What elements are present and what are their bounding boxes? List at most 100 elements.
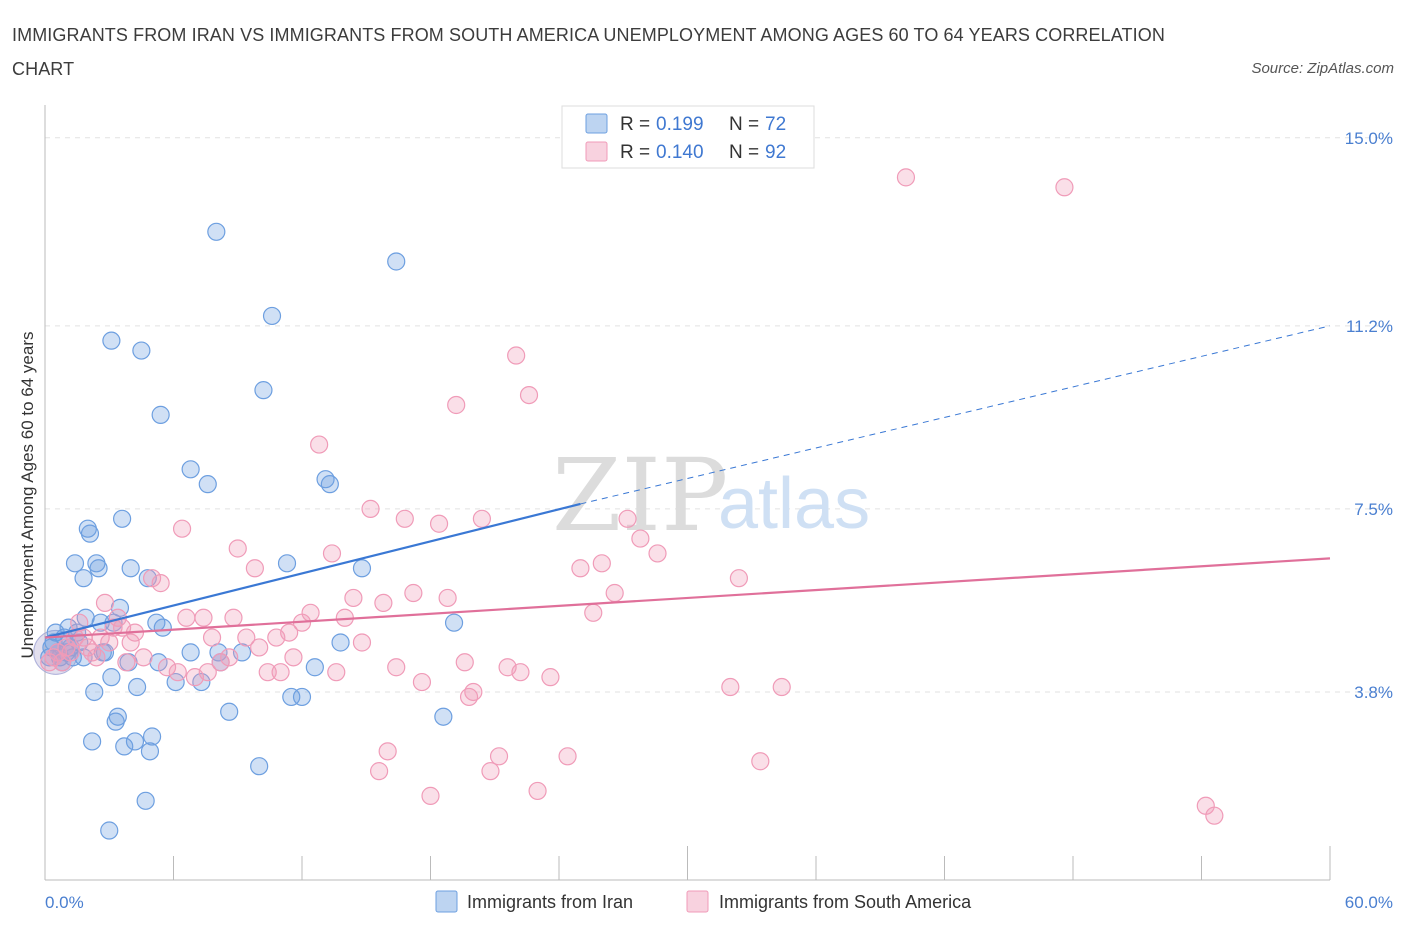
y-tick-label: 11.2% — [1346, 317, 1393, 336]
legend-n-label-south-america: N = — [729, 142, 759, 163]
point-south-america — [387, 658, 406, 677]
point-south-america — [618, 509, 637, 528]
point-south-america — [211, 653, 230, 672]
point-south-america — [117, 653, 136, 672]
point-iran — [250, 757, 269, 776]
y-tick-label: 15.0% — [1345, 129, 1393, 148]
x-tick-label-min: 0.0% — [45, 893, 84, 912]
bottom-legend-swatch-south-america — [686, 890, 709, 913]
point-south-america — [571, 559, 590, 578]
point-south-america — [194, 608, 213, 627]
point-south-america — [87, 648, 106, 667]
point-iran — [83, 732, 102, 751]
point-south-america — [395, 509, 414, 528]
point-south-america — [220, 648, 239, 667]
point-iran — [89, 559, 108, 578]
point-south-america — [721, 677, 740, 697]
point-south-america — [1055, 178, 1074, 197]
point-south-america — [151, 574, 170, 593]
point-iran — [136, 791, 155, 810]
x-tick-label-max: 60.0% — [1345, 893, 1393, 912]
point-south-america — [142, 569, 162, 588]
point-iran — [100, 821, 119, 840]
point-south-america — [528, 781, 547, 801]
point-iran — [127, 677, 147, 697]
point-south-america — [202, 628, 222, 647]
point-iran — [140, 742, 160, 761]
chart-source: Source: ZipAtlas.com — [1251, 60, 1394, 77]
bottom-legend-label-south-america: Immigrants from South America — [719, 892, 972, 912]
point-south-america — [429, 514, 449, 533]
point-iran — [80, 524, 100, 543]
point-south-america — [134, 648, 153, 667]
point-south-america — [519, 385, 539, 405]
point-iran — [121, 559, 140, 578]
chart-title: IMMIGRANTS FROM IRAN VS IMMIGRANTS FROM … — [12, 25, 1165, 79]
point-iran — [108, 707, 127, 726]
point-south-america — [301, 603, 320, 622]
point-south-america — [322, 544, 342, 563]
point-south-america — [472, 509, 491, 528]
point-iran — [254, 381, 273, 400]
point-south-america — [327, 663, 346, 682]
series-legend: Immigrants from Iran Immigrants from Sou… — [435, 890, 972, 913]
point-iran — [74, 569, 93, 588]
point-south-america — [271, 663, 290, 682]
grid-lines — [45, 137, 1392, 693]
point-south-america — [228, 539, 247, 558]
y-tick-label: 3.8% — [1354, 683, 1393, 702]
point-south-america — [344, 588, 363, 608]
point-south-america — [511, 663, 530, 682]
point-south-america — [310, 435, 329, 454]
bottom-legend-swatch-iran — [435, 890, 458, 913]
legend-r-label-iran: R = — [620, 114, 650, 135]
point-south-america — [459, 687, 479, 707]
point-iran — [142, 727, 162, 746]
watermark-atlas: atlas — [718, 464, 870, 544]
point-south-america — [751, 752, 770, 771]
point-south-america — [224, 608, 243, 627]
point-south-america — [121, 633, 140, 652]
point-iran — [95, 643, 115, 662]
point-south-america — [1205, 806, 1224, 825]
point-south-america — [481, 762, 500, 781]
legend-r-value-iran: 0.199 — [656, 114, 704, 135]
data-points — [33, 168, 1224, 840]
point-south-america — [404, 583, 423, 603]
legend-n-value-south-america: 92 — [765, 142, 786, 163]
point-south-america — [48, 643, 67, 662]
point-south-america — [584, 603, 603, 622]
trend-line-iran-extrapolated — [580, 325, 1331, 505]
legend-n-label-iran: N = — [729, 114, 759, 135]
point-south-america — [374, 593, 393, 613]
point-iran — [115, 737, 134, 756]
point-south-america — [447, 395, 466, 415]
point-south-america — [772, 677, 791, 697]
point-iran — [331, 633, 350, 652]
y-tick-labels: 3.8% 7.5% 11.2% 15.0% — [1345, 129, 1393, 702]
point-south-america — [237, 628, 256, 647]
point-iran — [277, 554, 297, 573]
point-iran — [320, 475, 339, 494]
y-axis-title: Unemployment Among Ages 60 to 64 years — [18, 332, 37, 659]
point-south-america — [245, 559, 264, 578]
point-iran — [181, 643, 200, 662]
point-south-america — [605, 583, 624, 603]
point-south-america — [168, 663, 187, 682]
point-iran — [198, 475, 217, 494]
point-iran — [181, 460, 200, 479]
correlation-legend: R = 0.199 N = 72 R = 0.140 N = 92 — [561, 105, 815, 169]
trend-lines — [44, 325, 1331, 639]
point-iran — [434, 707, 453, 726]
point-south-america — [280, 623, 299, 642]
point-south-america — [412, 672, 432, 692]
point-south-america — [258, 663, 277, 682]
point-south-america — [507, 346, 526, 365]
point-iran — [132, 341, 151, 360]
point-south-america — [250, 638, 269, 657]
point-south-america — [352, 633, 372, 652]
point-iran — [292, 687, 312, 707]
legend-swatch-iran — [585, 113, 608, 134]
point-south-america — [370, 762, 389, 781]
